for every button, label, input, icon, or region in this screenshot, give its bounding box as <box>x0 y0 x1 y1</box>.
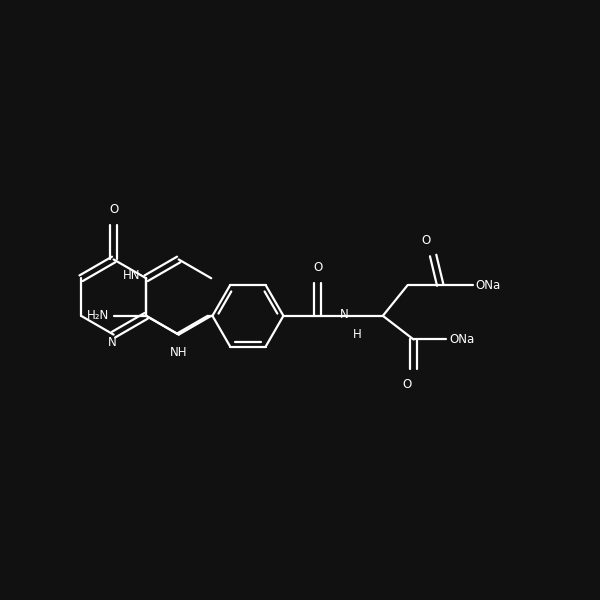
Text: H: H <box>353 328 362 341</box>
Text: O: O <box>313 261 322 274</box>
Text: O: O <box>421 233 430 247</box>
Text: H₂N: H₂N <box>86 310 109 322</box>
Text: O: O <box>109 203 118 216</box>
Text: HN: HN <box>123 269 140 282</box>
Text: NH: NH <box>170 346 187 359</box>
Text: ONa: ONa <box>476 278 501 292</box>
Text: N: N <box>340 308 349 320</box>
Text: ONa: ONa <box>449 333 475 346</box>
Text: O: O <box>402 378 411 391</box>
Text: N: N <box>108 336 117 349</box>
